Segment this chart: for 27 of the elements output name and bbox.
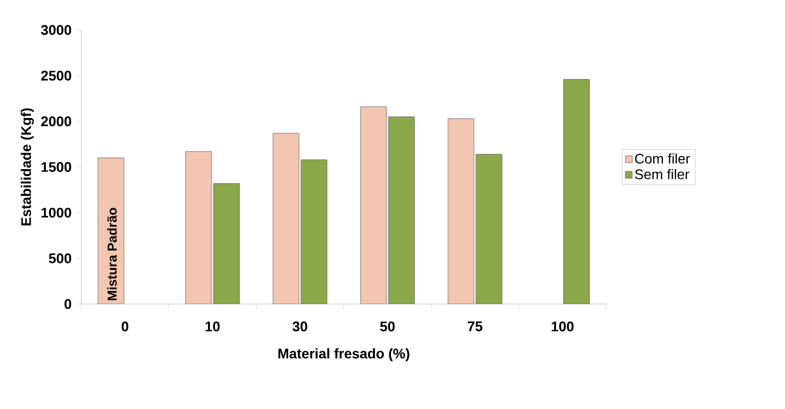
y-tick-label: 2500 xyxy=(41,70,72,81)
y-tick-label: 3000 xyxy=(41,25,72,35)
y-tick-label: 2000 xyxy=(41,116,72,126)
legend-label: Sem filer xyxy=(635,168,690,180)
bar xyxy=(388,116,415,304)
x-tick-label: 50 xyxy=(380,322,395,332)
x-tick-label: 10 xyxy=(206,322,220,332)
x-tick-label: 30 xyxy=(292,322,308,332)
y-tick-label: 1000 xyxy=(42,208,72,218)
bar xyxy=(360,106,387,304)
bar xyxy=(213,183,240,304)
legend-label: Com filer xyxy=(635,153,690,164)
bar xyxy=(476,154,502,304)
x-axis-title: Material fresado (%) xyxy=(278,348,410,362)
x-tick-label: 100 xyxy=(552,322,574,332)
bar xyxy=(272,133,300,304)
annotation: Mistura Padrão xyxy=(107,208,117,300)
y-tick-label: 500 xyxy=(48,253,72,264)
y-tick-label: 0 xyxy=(64,299,72,309)
y-axis-title: Estabilidade (Kgf) xyxy=(20,108,34,226)
bar xyxy=(448,118,474,304)
y-tick-label: 1500 xyxy=(42,162,72,172)
bar xyxy=(185,151,212,304)
x-tick-label: 0 xyxy=(122,322,128,332)
bar xyxy=(300,159,328,304)
x-tick-label: 75 xyxy=(468,322,482,332)
bar xyxy=(563,79,590,304)
